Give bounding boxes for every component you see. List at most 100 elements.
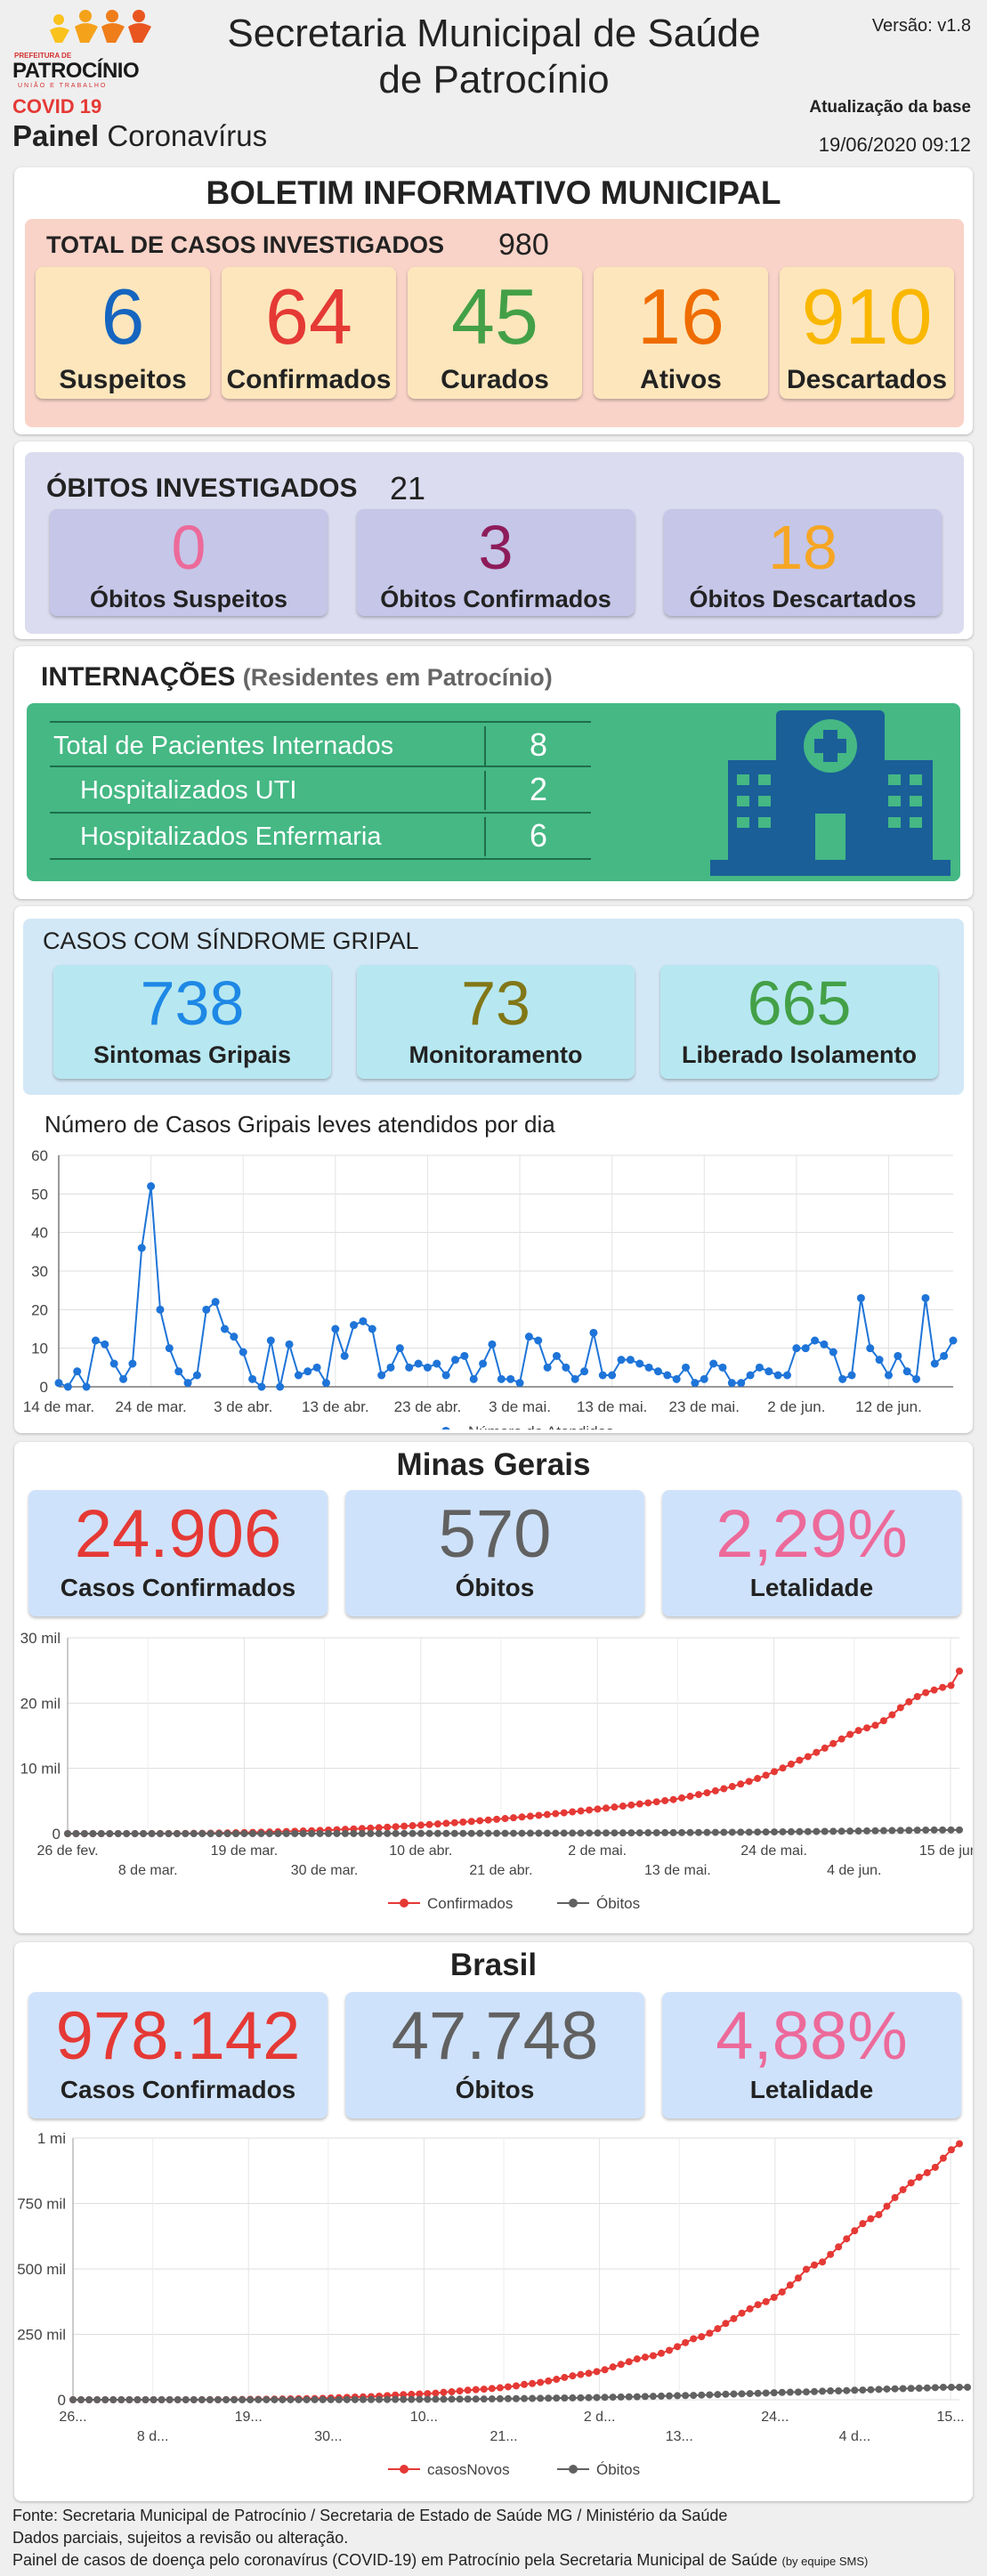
- data-point: [377, 1371, 386, 1380]
- data-point: [257, 1829, 265, 1837]
- data-point: [294, 1371, 303, 1380]
- data-point: [594, 1805, 602, 1813]
- data-point: [109, 2396, 117, 2403]
- data-point: [594, 1829, 602, 1837]
- data-point: [922, 1827, 930, 1835]
- data-point: [367, 1829, 375, 1837]
- data-point: [190, 1830, 198, 1837]
- data-point: [846, 1730, 854, 1738]
- data-point: [641, 2393, 649, 2401]
- data-point: [690, 2335, 698, 2343]
- internacoes-row-label: Total de Pacientes Internados: [53, 732, 394, 760]
- data-point: [912, 1374, 921, 1383]
- data-point: [765, 1367, 773, 1376]
- data-point: [745, 1828, 753, 1836]
- data-point: [649, 2352, 657, 2360]
- data-point: [737, 1828, 745, 1836]
- data-point: [285, 1340, 294, 1349]
- obitos-tile-value: 0: [171, 513, 206, 582]
- footer-credit: Painel de casos de doença pelo coronavír…: [12, 2549, 868, 2572]
- data-point: [891, 2385, 899, 2393]
- data-point: [510, 1829, 517, 1837]
- data-point: [727, 1379, 736, 1388]
- x-tick-label: 8 d...: [137, 2429, 169, 2444]
- data-point: [513, 2382, 520, 2390]
- internacoes-row-label: Hospitalizados UTI: [80, 776, 297, 805]
- data-point: [408, 2390, 416, 2398]
- data-point: [722, 2390, 730, 2398]
- data-point: [543, 1363, 552, 1372]
- x-tick-label: 3 de mai.: [489, 1398, 551, 1415]
- data-point: [513, 2394, 520, 2402]
- data-point: [931, 2163, 939, 2171]
- boletim-tile-value: 64: [265, 272, 352, 360]
- data-point: [644, 1363, 653, 1372]
- footer-credit-small: (by equipe SMS): [781, 2555, 869, 2568]
- minas-tile-value: 24.906: [74, 1496, 282, 1572]
- data-point: [891, 2193, 899, 2201]
- brasil-tile-value: 978.142: [55, 1998, 301, 2074]
- data-point: [838, 1374, 847, 1383]
- data-point: [720, 1785, 728, 1793]
- data-point: [802, 2265, 810, 2273]
- footer-note: Dados parciais, sujeitos a revisão ou al…: [12, 2529, 349, 2547]
- data-point: [561, 2394, 569, 2402]
- gripal-tile-label: Monitoramento: [409, 1041, 583, 1068]
- data-point: [106, 1830, 114, 1837]
- footer-source: Fonte: Secretaria Municipal de Patrocíni…: [12, 2507, 728, 2524]
- data-point: [718, 1363, 727, 1372]
- data-point: [783, 1371, 792, 1380]
- data-point: [770, 2293, 778, 2301]
- data-point: [867, 2215, 875, 2223]
- obitos-tile-value: 18: [768, 513, 837, 582]
- legend-marker: [569, 1899, 578, 1908]
- data-point: [871, 1827, 879, 1835]
- legend-marker: [400, 2465, 409, 2474]
- brasil-tile-label: Casos Confirmados: [60, 2076, 296, 2103]
- data-point: [263, 2395, 271, 2403]
- internacoes-card: INTERNAÇÕES (Residentes em Patrocínio) T…: [14, 646, 973, 899]
- data-point: [496, 2384, 504, 2392]
- x-tick-label: 4 de jun.: [827, 1863, 881, 1878]
- data-point: [846, 1827, 854, 1835]
- data-point: [287, 2395, 295, 2403]
- obitos-tile-2: 18 Óbitos Descartados: [664, 509, 942, 616]
- data-point: [956, 1667, 963, 1675]
- data-point: [879, 1717, 887, 1725]
- data-point: [585, 2394, 593, 2402]
- data-point: [459, 1818, 467, 1826]
- data-point: [674, 2343, 682, 2351]
- data-point: [635, 1359, 644, 1368]
- footer: Fonte: Secretaria Municipal de Patrocíni…: [12, 2505, 868, 2572]
- data-point: [649, 2393, 657, 2401]
- data-point: [497, 1374, 506, 1383]
- data-point: [661, 1828, 669, 1836]
- data-point: [786, 2281, 794, 2289]
- internacoes-title-sub: (Residentes em Patrocínio): [242, 664, 553, 691]
- series-line: [68, 1670, 960, 1835]
- internacoes-row: Total de Pacientes Internados 8: [50, 721, 591, 767]
- data-point: [779, 1764, 787, 1772]
- data-point: [456, 2395, 464, 2403]
- data-point: [598, 1371, 607, 1380]
- data-point: [652, 1828, 660, 1836]
- minas-chart: 0 10 mil 20 mil 30 mil 26 de fev. 19 de mar. 1…: [20, 1630, 973, 1912]
- data-point: [737, 1379, 746, 1388]
- gripal-tile-label: Liberado Isolamento: [681, 1041, 918, 1068]
- legend-marker: [400, 1899, 409, 1908]
- obitos-value: 21: [390, 470, 426, 506]
- x-tick-label: 19 de mar.: [211, 1843, 279, 1859]
- data-point: [202, 1305, 211, 1314]
- data-point: [682, 2392, 690, 2400]
- y-tick-label: 250 mil: [17, 2327, 66, 2344]
- y-tick-label: 1 mi: [37, 2130, 66, 2147]
- logo-text-motto: UNIÃO E TRABALHO: [18, 83, 108, 89]
- data-point: [433, 1829, 441, 1837]
- y-tick-label: 30: [31, 1263, 48, 1280]
- data-point: [577, 1829, 585, 1837]
- data-point: [888, 1827, 896, 1835]
- data-point: [601, 2394, 609, 2402]
- data-point: [586, 1829, 594, 1837]
- data-point: [409, 1822, 417, 1830]
- x-tick-label: 4 d...: [839, 2429, 871, 2444]
